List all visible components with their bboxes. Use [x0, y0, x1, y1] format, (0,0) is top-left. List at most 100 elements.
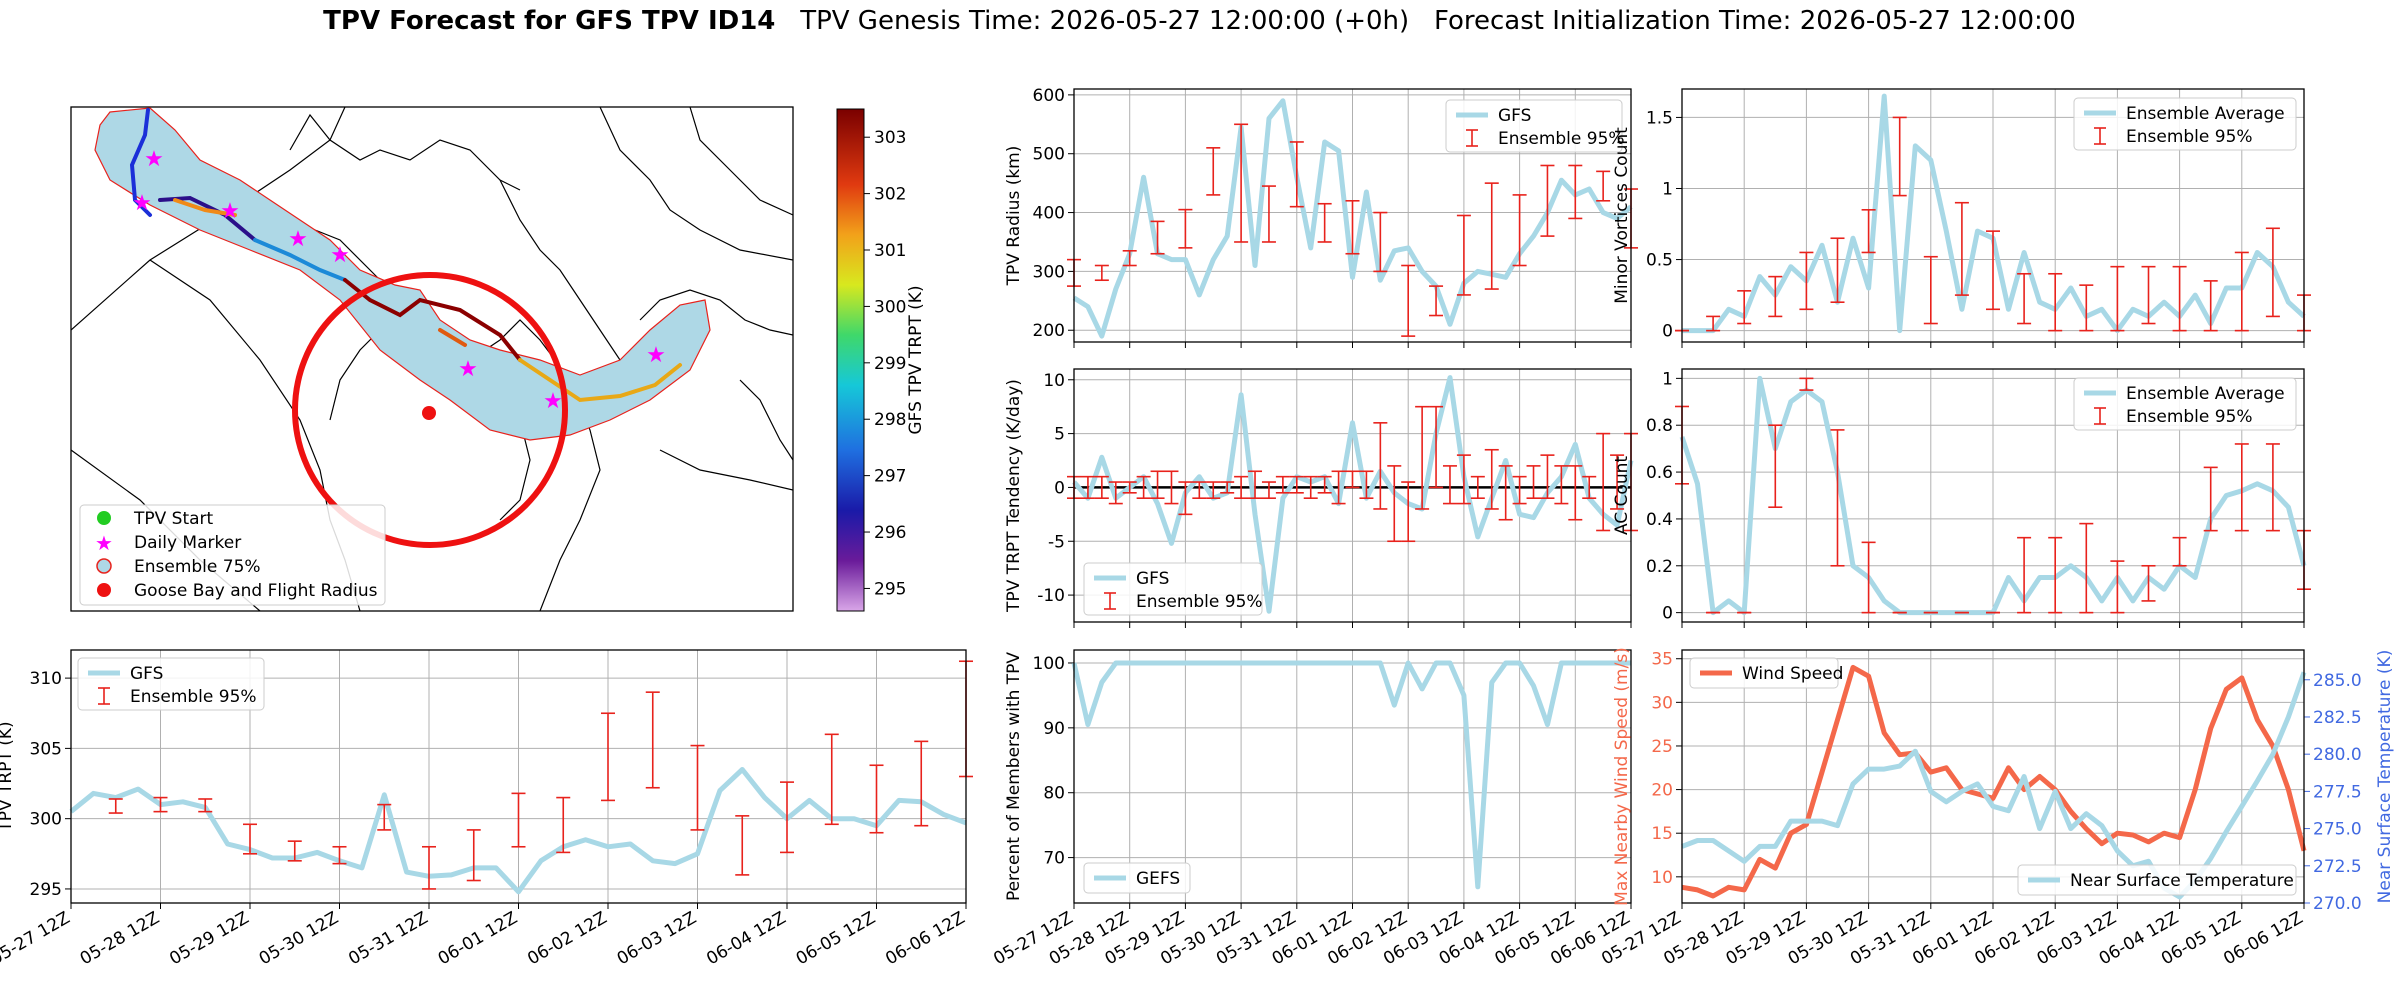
y-right-axis-label: Near Surface Temperature (K) — [2375, 650, 2395, 904]
errorbar — [1317, 475, 1332, 494]
chart-legend: Ensemble Average Ensemble 95% — [2073, 97, 2297, 151]
plot-frame — [1073, 88, 1632, 343]
y-tick-label: 1.5 — [1646, 108, 1673, 128]
errorbar — [1498, 465, 1513, 521]
errorbar — [2172, 536, 2187, 567]
errorbar — [1261, 481, 1276, 499]
legend-frame — [1445, 99, 1623, 153]
y-right-tick-label: 280.0 — [2313, 745, 2362, 765]
errorbar — [1331, 470, 1346, 505]
x-tick-label: 05-30 12Z — [256, 908, 342, 969]
y-tick-label: 30 — [1651, 693, 1673, 713]
colorbar-tick-label: 295 — [874, 579, 906, 599]
errorbar — [824, 733, 839, 826]
errorbar — [1373, 422, 1388, 510]
svg-text:★: ★ — [458, 357, 478, 382]
errorbar — [2017, 536, 2032, 614]
y-axis-label: Minor Vortices Count — [1612, 127, 1632, 304]
colorbar-tick-label: 302 — [874, 185, 906, 205]
errorbar — [2017, 272, 2032, 325]
colorbar-tick-label: 296 — [874, 523, 906, 543]
svg-text:★: ★ — [132, 191, 152, 216]
plot-frame — [70, 649, 967, 904]
y-tick-label: 500 — [1033, 145, 1065, 165]
legend-frame — [1689, 657, 1839, 689]
goose-bay-marker — [422, 406, 436, 420]
colorbar-tick-label: 300 — [874, 297, 906, 317]
legend-label-ensemble: Ensemble 75% — [134, 557, 261, 577]
legend-label-errorbar: Ensemble 95% — [1136, 592, 1263, 612]
errorbar — [2048, 272, 2063, 332]
y-tick-label: 0.6 — [1646, 463, 1673, 483]
errorbar — [243, 823, 257, 855]
errorbar — [1080, 475, 1095, 499]
legend-label-tpv-start: TPV Start — [133, 509, 214, 529]
legend-label-series: GEFS — [1136, 869, 1180, 889]
y-tick-label: 0.8 — [1646, 416, 1673, 436]
flight-radius-circle — [292, 272, 568, 548]
y-right-tick-label: 275.0 — [2313, 820, 2362, 840]
errorbar — [735, 815, 750, 876]
errorbar — [1150, 470, 1165, 499]
legend-label-errorbar: Ensemble 95% — [2126, 407, 2253, 427]
x-tick-label: 06-06 12Z — [882, 908, 968, 969]
errorbar — [287, 840, 302, 862]
chart-tendency: -10 -5 0 5 10 TPV TRPT Tendency (K/day) GFS Ens… — [1004, 368, 1638, 628]
y-tick-label: 0 — [1662, 604, 1673, 624]
chart-trpt: 05-27 12Z 05-28 12Z 05-29 12Z 05-30 12Z 05-3… — [0, 649, 973, 969]
y-tick-label: 25 — [1651, 737, 1673, 757]
svg-text:★: ★ — [543, 389, 563, 414]
errorbar — [2079, 284, 2094, 332]
ensemble-75-area — [94, 107, 711, 441]
errorbar — [1136, 475, 1151, 499]
errorbar — [556, 796, 571, 854]
chart-legend-wind: Wind Speed — [1689, 657, 1843, 689]
errorbar — [1596, 432, 1611, 532]
y-tick-label: 10 — [1651, 868, 1673, 888]
errorbar — [2203, 280, 2218, 332]
legend-label-errorbar: Ensemble 95% — [130, 687, 257, 707]
errorbar — [1470, 475, 1485, 499]
colorbar-tick-label: 298 — [874, 410, 906, 430]
figure-title: TPV Forecast for GFS TPV ID14 TPV Genesi… — [0, 6, 2399, 36]
errorbar — [1234, 475, 1249, 499]
x-tick-label: 06-02 12Z — [524, 908, 610, 969]
errorbar — [1234, 123, 1249, 243]
errorbar — [1512, 194, 1527, 267]
x-tick-label: 06-03 12Z — [614, 908, 700, 969]
x-tick-label: 05-29 12Z — [166, 908, 252, 969]
errorbar — [1401, 481, 1416, 543]
y-tick-label: 200 — [1033, 321, 1065, 341]
errorbar — [1568, 164, 1583, 220]
errorbar — [2141, 265, 2156, 325]
errorbar — [1540, 454, 1555, 499]
chart-radius: 200 300 400 500 600 TPV Radius (km) GFS Ensembl… — [1004, 86, 1638, 348]
x-tick-label: 05-27 12Z — [0, 908, 74, 969]
errorbar — [1122, 481, 1137, 494]
y-tick-label: 90 — [1043, 719, 1065, 739]
errorbar — [1923, 255, 1938, 325]
legend-frame — [1083, 862, 1191, 894]
legend-tpv-start-marker — [97, 511, 111, 525]
plot-frame — [1681, 368, 2305, 623]
y-axis-label: Max Nearby Wind Speed (m/s) — [1612, 647, 1632, 906]
errorbar — [153, 796, 168, 813]
legend-frame — [1083, 562, 1263, 616]
y-tick-label: 300 — [30, 810, 62, 830]
y-right-tick-label: 277.5 — [2313, 782, 2362, 802]
legend-label-errorbar: Ensemble 95% — [2126, 127, 2253, 147]
errorbar — [2172, 265, 2187, 332]
errorbar — [780, 781, 794, 854]
errorbar — [1954, 201, 1969, 296]
y-axis-label: Percent of Members with TPV — [1004, 652, 1024, 901]
chart-legend: GFS Ensemble 95% — [1083, 562, 1263, 616]
errorbar — [1568, 465, 1583, 521]
y-tick-label: 5 — [1054, 425, 1065, 445]
errorbar — [2234, 251, 2249, 332]
errorbar — [1768, 424, 1783, 509]
y-right-tick-label: 282.5 — [2313, 708, 2362, 728]
errorbar — [1582, 475, 1597, 499]
errorbar — [1345, 470, 1360, 489]
